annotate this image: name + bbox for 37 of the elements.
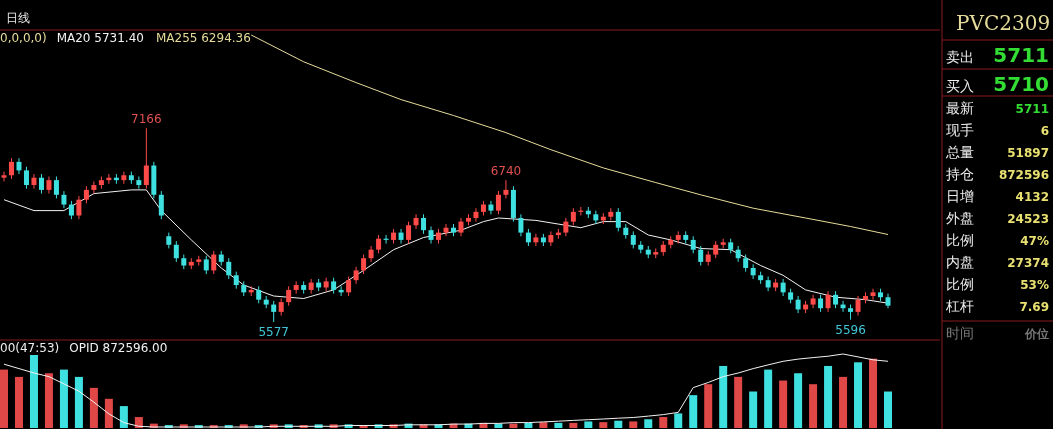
annotation: 00(47:53) [0,341,60,355]
text: 872596 [998,168,1049,182]
series-label: MA255 6294.36 [155,31,251,45]
text: 24523 [1007,212,1049,226]
text: 现手 [946,122,974,138]
text: 5711 [1015,102,1049,116]
annotation: 6740 [490,164,522,179]
text: 时间 [946,325,974,341]
text: PVC2309 [956,11,1051,35]
text: 持仓 [946,166,974,182]
text: 比例 [946,232,974,248]
text: 最新 [946,100,974,116]
text: 5711 [993,43,1049,67]
text: 4132 [1015,190,1049,204]
text: 5710 [993,72,1049,96]
text: 外盘 [946,210,974,226]
text: 比例 [946,276,974,292]
text: 价位 [1024,327,1049,341]
text: 买入 [946,78,974,94]
text: 51897 [1007,146,1049,160]
text: 0,0,0,0) [0,31,47,45]
text: 日增 [946,188,974,204]
text: 卖出 [946,49,974,65]
text: 53% [1020,278,1049,292]
text: 5577 [258,325,289,339]
text: 7166 [131,112,162,127]
text: 7.69 [1019,300,1049,314]
text: 内盘 [946,254,974,270]
text: 47% [1020,234,1049,248]
text: OPID 872596.00 [69,341,168,355]
text: 总量 [945,144,974,160]
text: 杠杆 [945,298,974,314]
text: 6 [1040,124,1049,138]
text: 27374 [1007,256,1049,270]
text: 日线 [6,11,30,25]
text: MA20 5731.40 [56,31,144,45]
text: 5596 [835,322,866,337]
